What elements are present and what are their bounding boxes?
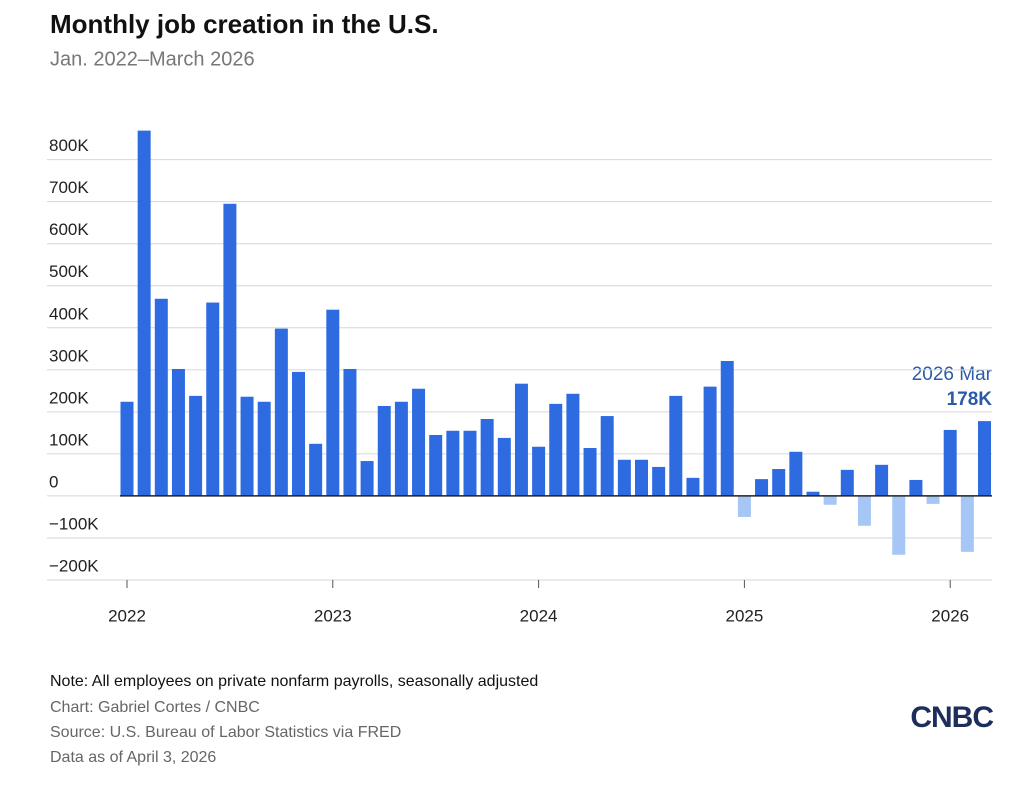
note: Note: All employees on private nonfarm p… bbox=[50, 673, 538, 690]
source: Source: U.S. Bureau of Labor Statistics … bbox=[50, 724, 401, 741]
x-tick-label: 2026 bbox=[931, 606, 969, 625]
bar bbox=[806, 491, 820, 496]
chart-title: Monthly job creation in the U.S. bbox=[50, 9, 439, 39]
bar bbox=[549, 403, 563, 496]
bar bbox=[206, 302, 220, 496]
y-tick-label: −200K bbox=[49, 556, 99, 575]
bar bbox=[446, 430, 460, 496]
bar bbox=[755, 479, 769, 496]
bar bbox=[532, 446, 546, 496]
bar bbox=[240, 396, 254, 496]
y-tick-label: 300K bbox=[49, 346, 89, 365]
bar bbox=[772, 469, 786, 496]
bar bbox=[154, 298, 168, 496]
bar bbox=[652, 466, 666, 496]
bar bbox=[926, 495, 940, 504]
bar bbox=[514, 383, 528, 496]
credit: Chart: Gabriel Cortes / CNBC bbox=[50, 699, 260, 716]
y-tick-label: 100K bbox=[49, 430, 89, 449]
bar bbox=[600, 416, 614, 496]
x-tick-label: 2025 bbox=[725, 606, 763, 625]
bar bbox=[823, 495, 837, 505]
bar bbox=[943, 429, 957, 496]
y-tick-label: 0 bbox=[49, 472, 58, 491]
bar bbox=[326, 309, 340, 496]
bar bbox=[463, 430, 477, 496]
bar bbox=[257, 401, 271, 496]
bar bbox=[703, 386, 717, 496]
bar bbox=[120, 401, 134, 496]
y-tick-label: 700K bbox=[49, 178, 89, 197]
logo: CNBC bbox=[910, 701, 993, 734]
bar bbox=[343, 368, 357, 496]
bar bbox=[309, 443, 323, 496]
bar bbox=[412, 388, 426, 496]
bar bbox=[292, 371, 305, 496]
y-tick-label: −100K bbox=[49, 514, 99, 533]
data-as-of: Data as of April 3, 2026 bbox=[50, 749, 216, 766]
bar bbox=[857, 495, 871, 526]
y-tick-label: 600K bbox=[49, 220, 89, 239]
bar bbox=[497, 437, 511, 496]
bar bbox=[737, 495, 751, 517]
bar bbox=[377, 405, 391, 496]
bar bbox=[892, 495, 906, 555]
x-tick-label: 2024 bbox=[520, 606, 558, 625]
bar bbox=[583, 448, 597, 496]
bar bbox=[394, 401, 408, 496]
bar bbox=[566, 393, 580, 496]
x-tick-label: 2022 bbox=[108, 606, 146, 625]
y-tick-label: 800K bbox=[49, 136, 89, 155]
value-label: 178K bbox=[947, 389, 993, 410]
bar bbox=[429, 434, 443, 496]
y-tick-label: 400K bbox=[49, 304, 89, 323]
bar bbox=[189, 395, 203, 496]
bar bbox=[720, 360, 734, 496]
bar bbox=[480, 418, 494, 496]
bar bbox=[617, 459, 631, 496]
y-tick-label: 500K bbox=[49, 262, 89, 281]
y-tick-label: 200K bbox=[49, 388, 89, 407]
bar bbox=[223, 203, 237, 496]
bar bbox=[909, 479, 923, 496]
bar bbox=[137, 130, 151, 496]
bar bbox=[840, 469, 854, 496]
bar bbox=[978, 421, 991, 496]
bar bbox=[960, 495, 974, 552]
bar bbox=[686, 477, 700, 496]
bar bbox=[875, 464, 889, 496]
chart-subtitle: Jan. 2022–March 2026 bbox=[50, 48, 255, 70]
annotation: 2026 Mar bbox=[912, 364, 993, 385]
bar bbox=[360, 461, 374, 496]
bar bbox=[669, 395, 683, 496]
x-tick-label: 2023 bbox=[314, 606, 352, 625]
bar bbox=[635, 459, 648, 496]
bar bbox=[789, 451, 803, 496]
bar bbox=[171, 368, 185, 496]
bar bbox=[274, 328, 288, 496]
